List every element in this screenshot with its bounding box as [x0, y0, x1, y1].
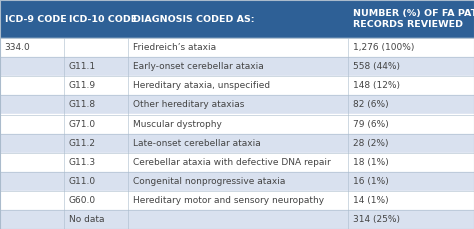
- Text: G71.0: G71.0: [69, 120, 96, 128]
- Text: G11.2: G11.2: [69, 139, 96, 148]
- Text: Congenital nonprogressive ataxia: Congenital nonprogressive ataxia: [133, 177, 285, 186]
- Bar: [0, 153, 474, 172]
- Text: NUMBER (%) OF FA PATIENTS'
RECORDS REVIEWED: NUMBER (%) OF FA PATIENTS' RECORDS REVIE…: [353, 9, 474, 29]
- Text: 334.0: 334.0: [5, 43, 30, 52]
- Bar: [0, 76, 474, 95]
- Bar: [0, 114, 474, 134]
- Text: G11.0: G11.0: [69, 177, 96, 186]
- Text: Cerebellar ataxia with defective DNA repair: Cerebellar ataxia with defective DNA rep…: [133, 158, 330, 167]
- Bar: [0, 0, 474, 38]
- Text: 1,276 (100%): 1,276 (100%): [353, 43, 414, 52]
- Text: G11.9: G11.9: [69, 81, 96, 90]
- Text: 148 (12%): 148 (12%): [353, 81, 400, 90]
- Text: 14 (1%): 14 (1%): [353, 196, 389, 205]
- Text: Early-onset cerebellar ataxia: Early-onset cerebellar ataxia: [133, 62, 264, 71]
- Text: No data: No data: [69, 215, 104, 224]
- Bar: [0, 172, 474, 191]
- Text: Friedreich’s ataxia: Friedreich’s ataxia: [133, 43, 216, 52]
- Text: 558 (44%): 558 (44%): [353, 62, 400, 71]
- Text: Late-onset cerebellar ataxia: Late-onset cerebellar ataxia: [133, 139, 261, 148]
- Text: ICD-10 CODE: ICD-10 CODE: [69, 15, 137, 24]
- Text: G11.3: G11.3: [69, 158, 96, 167]
- Text: 82 (6%): 82 (6%): [353, 101, 389, 109]
- Text: 314 (25%): 314 (25%): [353, 215, 400, 224]
- Text: 16 (1%): 16 (1%): [353, 177, 389, 186]
- Text: G60.0: G60.0: [69, 196, 96, 205]
- Text: Other hereditary ataxias: Other hereditary ataxias: [133, 101, 244, 109]
- Bar: [0, 210, 474, 229]
- Text: 79 (6%): 79 (6%): [353, 120, 389, 128]
- Text: Muscular dystrophy: Muscular dystrophy: [133, 120, 221, 128]
- Text: Hereditary ataxia, unspecified: Hereditary ataxia, unspecified: [133, 81, 270, 90]
- Text: G11.1: G11.1: [69, 62, 96, 71]
- Bar: [0, 38, 474, 57]
- Bar: [0, 191, 474, 210]
- Text: 28 (2%): 28 (2%): [353, 139, 389, 148]
- Bar: [0, 57, 474, 76]
- Bar: [0, 134, 474, 153]
- Bar: [0, 95, 474, 114]
- Text: 18 (1%): 18 (1%): [353, 158, 389, 167]
- Text: G11.8: G11.8: [69, 101, 96, 109]
- Text: ICD-9 CODE: ICD-9 CODE: [5, 15, 66, 24]
- Text: Hereditary motor and sensory neuropathy: Hereditary motor and sensory neuropathy: [133, 196, 324, 205]
- Text: DIAGNOSIS CODED AS:: DIAGNOSIS CODED AS:: [133, 15, 254, 24]
